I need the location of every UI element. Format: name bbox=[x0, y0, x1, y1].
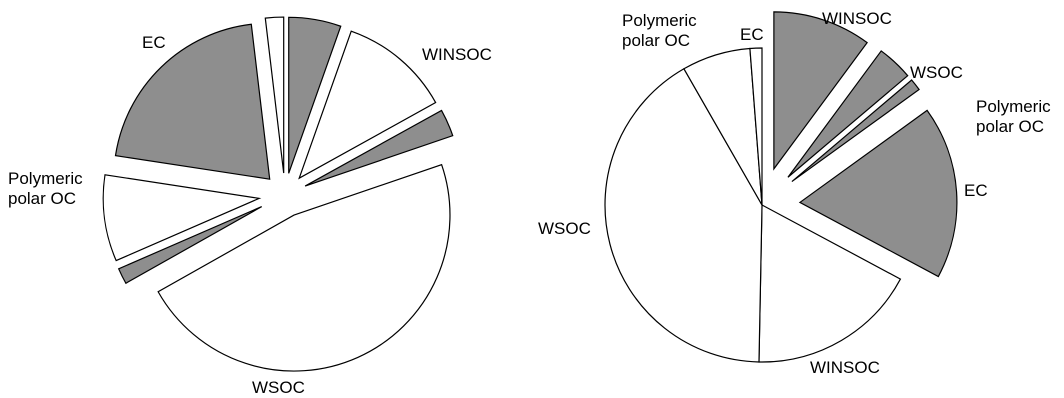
pie2-label-winsoc: WINSOC bbox=[822, 9, 892, 28]
pie1-slice-winsoc-plain bbox=[298, 30, 437, 180]
pie2-slice-wsoc-shaded bbox=[787, 50, 909, 178]
pie1-slice-winsoc-shaded bbox=[288, 16, 342, 174]
pie2-label-polymeric-polar-oc: Polymeric polar OC bbox=[622, 11, 697, 50]
pie1-label-wsoc: WSOC bbox=[252, 378, 305, 397]
pie2-label-wsoc: WSOC bbox=[910, 63, 963, 82]
right-pie-chart: WINSOC WSOC Polymeric polar OC EC WINSOC WSOC P… bbox=[538, 9, 1051, 377]
pie1-slice-ec-plain bbox=[264, 16, 285, 174]
pie2-slice-ec-shaded bbox=[798, 109, 958, 278]
left-pie-chart: WINSOC WSOC Polymeric polar OC EC bbox=[8, 16, 492, 397]
pie2-slice-winsoc-shaded bbox=[773, 11, 868, 171]
pie1-slice-polymeric-polar-oc-shaded bbox=[117, 206, 263, 285]
pie2-label-wsoc: WSOC bbox=[538, 219, 591, 238]
pie1-label-winsoc: WINSOC bbox=[422, 45, 492, 64]
pie2-slice-wsoc-plain bbox=[604, 67, 763, 363]
pie2-slice-polymeric-polar-oc-shaded bbox=[791, 79, 920, 183]
pie1-slice-ec-shaded bbox=[114, 23, 271, 180]
pie1-slice-wsoc-shaded bbox=[304, 109, 454, 187]
pie2-label-ec: EC bbox=[964, 181, 988, 200]
pie1-slice-wsoc-plain bbox=[157, 163, 451, 372]
pie1-label-polymeric-polar-oc: Polymeric polar OC bbox=[8, 169, 83, 208]
pie2-slice-winsoc-plain bbox=[758, 204, 902, 363]
pie2-label-ec: EC bbox=[740, 25, 764, 44]
pie2-slice-ec-plain bbox=[749, 47, 763, 206]
pie2-label-winsoc: WINSOC bbox=[810, 358, 880, 377]
pie2-label-polymeric-polar-oc: Polymeric polar OC bbox=[976, 97, 1051, 136]
pie1-slice-polymeric-polar-oc-plain bbox=[102, 174, 262, 262]
pie1-label-ec: EC bbox=[142, 33, 166, 52]
